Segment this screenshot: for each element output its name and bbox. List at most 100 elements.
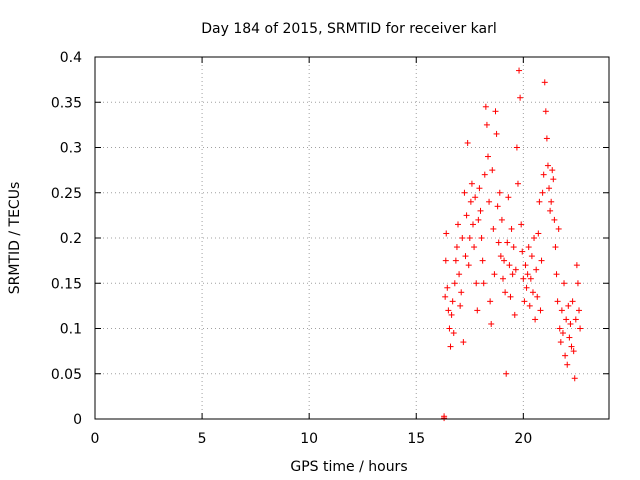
data-point bbox=[529, 289, 536, 296]
data-point bbox=[481, 171, 488, 178]
data-point bbox=[552, 244, 559, 251]
x-tick-label: 15 bbox=[407, 431, 425, 447]
data-point bbox=[514, 180, 521, 187]
data-point bbox=[491, 271, 498, 278]
tick-labels: 0 5 10 15 20 0 0.05 0.1 0.15 0.2 0.25 0.3 0.35 0.4 bbox=[51, 50, 532, 447]
data-point bbox=[468, 180, 475, 187]
y-tick-label: 0.05 bbox=[51, 367, 82, 383]
data-point bbox=[539, 189, 546, 196]
data-point bbox=[473, 280, 480, 287]
data-point bbox=[488, 320, 495, 327]
x-axis-label: GPS time / hours bbox=[290, 459, 407, 475]
data-point bbox=[542, 108, 549, 115]
data-point bbox=[486, 198, 493, 205]
data-point bbox=[517, 94, 524, 101]
data-point bbox=[563, 316, 570, 323]
data-point bbox=[470, 221, 477, 228]
data-point bbox=[532, 316, 539, 323]
data-point bbox=[558, 307, 565, 314]
data-point bbox=[498, 216, 505, 223]
data-point bbox=[479, 257, 486, 264]
data-point bbox=[524, 271, 531, 278]
data-point bbox=[467, 198, 474, 205]
data-point bbox=[521, 298, 528, 305]
data-point bbox=[527, 275, 534, 282]
data-point bbox=[442, 293, 449, 300]
data-point bbox=[483, 121, 490, 128]
data-point bbox=[528, 253, 535, 260]
x-tick-label: 20 bbox=[514, 431, 532, 447]
data-point bbox=[458, 289, 465, 296]
y-tick-label: 0.35 bbox=[51, 95, 82, 111]
data-point bbox=[568, 343, 575, 350]
data-point bbox=[546, 185, 553, 192]
data-point bbox=[541, 79, 548, 86]
data-point bbox=[441, 413, 448, 420]
data-point bbox=[571, 375, 578, 382]
data-point bbox=[522, 262, 529, 269]
y-tick-label: 0.3 bbox=[60, 141, 82, 157]
data-point bbox=[576, 307, 583, 314]
data-point bbox=[506, 262, 513, 269]
data-point bbox=[482, 103, 489, 110]
data-point bbox=[520, 275, 527, 282]
data-point bbox=[505, 194, 512, 201]
data-point bbox=[460, 339, 467, 346]
data-point bbox=[564, 361, 571, 368]
data-point bbox=[472, 194, 479, 201]
data-point bbox=[496, 189, 503, 196]
data-point bbox=[518, 221, 525, 228]
y-tick-label: 0.15 bbox=[51, 276, 82, 292]
data-point bbox=[450, 330, 457, 337]
data-point bbox=[548, 198, 555, 205]
data-point bbox=[534, 293, 541, 300]
data-point bbox=[508, 225, 515, 232]
data-point bbox=[490, 225, 497, 232]
data-point bbox=[547, 207, 554, 214]
data-point bbox=[443, 230, 450, 237]
data-point bbox=[512, 266, 519, 273]
data-point bbox=[489, 167, 496, 174]
data-point bbox=[453, 244, 460, 251]
data-point bbox=[540, 171, 547, 178]
data-point bbox=[484, 153, 491, 160]
data-point bbox=[455, 221, 462, 228]
data-point bbox=[549, 167, 556, 174]
data-point bbox=[487, 298, 494, 305]
data-point bbox=[550, 176, 557, 183]
data-point bbox=[445, 307, 452, 314]
data-point bbox=[493, 130, 500, 137]
x-tick-label: 10 bbox=[300, 431, 318, 447]
data-point bbox=[535, 230, 542, 237]
data-point bbox=[561, 280, 568, 287]
data-point bbox=[501, 257, 508, 264]
data-point bbox=[466, 235, 473, 241]
data-point bbox=[492, 108, 499, 115]
data-point bbox=[494, 203, 501, 210]
data-point bbox=[497, 253, 504, 260]
data-point bbox=[553, 271, 560, 278]
data-point bbox=[463, 212, 470, 219]
data-point bbox=[559, 330, 566, 337]
data-point bbox=[523, 284, 530, 291]
data-point bbox=[456, 271, 463, 278]
data-point bbox=[555, 225, 562, 232]
data-point bbox=[452, 257, 459, 264]
x-tick-label: 0 bbox=[91, 431, 100, 447]
data-point bbox=[543, 135, 550, 142]
data-point bbox=[499, 275, 506, 282]
data-point bbox=[562, 352, 569, 359]
data-point bbox=[536, 198, 543, 205]
grid-lines bbox=[95, 57, 609, 419]
plot-frame bbox=[94, 56, 610, 420]
y-axis-label: SRMTID / TECUs bbox=[7, 182, 23, 295]
data-point bbox=[471, 244, 478, 251]
data-point bbox=[569, 298, 576, 305]
data-point bbox=[448, 311, 455, 318]
y-tick-label: 0.4 bbox=[60, 50, 82, 66]
data-point bbox=[451, 280, 458, 287]
data-point bbox=[573, 262, 580, 269]
data-point bbox=[476, 185, 483, 192]
data-point bbox=[510, 244, 517, 251]
